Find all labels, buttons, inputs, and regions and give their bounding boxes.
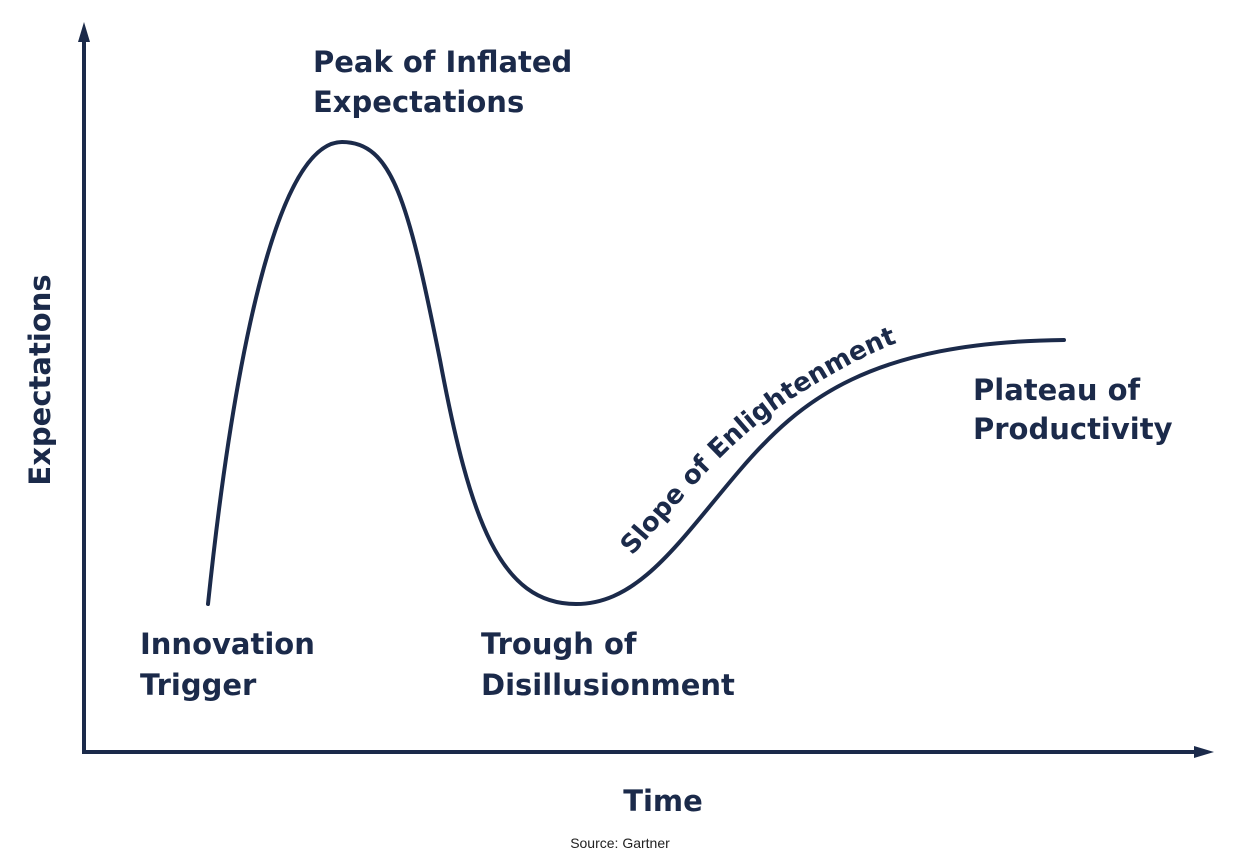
plateau-label-line-1: Plateau of	[973, 373, 1141, 407]
slope-label: Slope of Enlightenment	[615, 321, 900, 560]
x-axis-label: Time	[623, 784, 703, 818]
innovation-trigger-line-1: Innovation	[140, 627, 315, 661]
trough-label-line-2: Disillusionment	[481, 668, 735, 702]
y-axis-arrow	[78, 22, 90, 42]
hype-curve	[206, 139, 1066, 607]
plateau-label: Plateau of Productivity	[973, 373, 1173, 446]
innovation-trigger-line-2: Trigger	[140, 668, 257, 702]
peak-label: Peak of Inflated Expectations	[313, 45, 582, 119]
source-caption: Source: Gartner	[570, 835, 670, 851]
innovation-trigger-label: Innovation Trigger	[140, 627, 325, 702]
y-axis-label: Expectations	[23, 274, 57, 485]
slope-label-text: Slope of Enlightenment	[615, 321, 900, 560]
peak-label-line-2: Expectations	[313, 85, 524, 119]
plateau-label-line-2: Productivity	[973, 412, 1173, 446]
trough-label-line-1: Trough of	[481, 627, 637, 661]
trough-label: Trough of Disillusionment	[481, 627, 735, 702]
peak-label-line-1: Peak of Inflated	[313, 45, 572, 79]
x-axis-arrow	[1194, 746, 1214, 758]
